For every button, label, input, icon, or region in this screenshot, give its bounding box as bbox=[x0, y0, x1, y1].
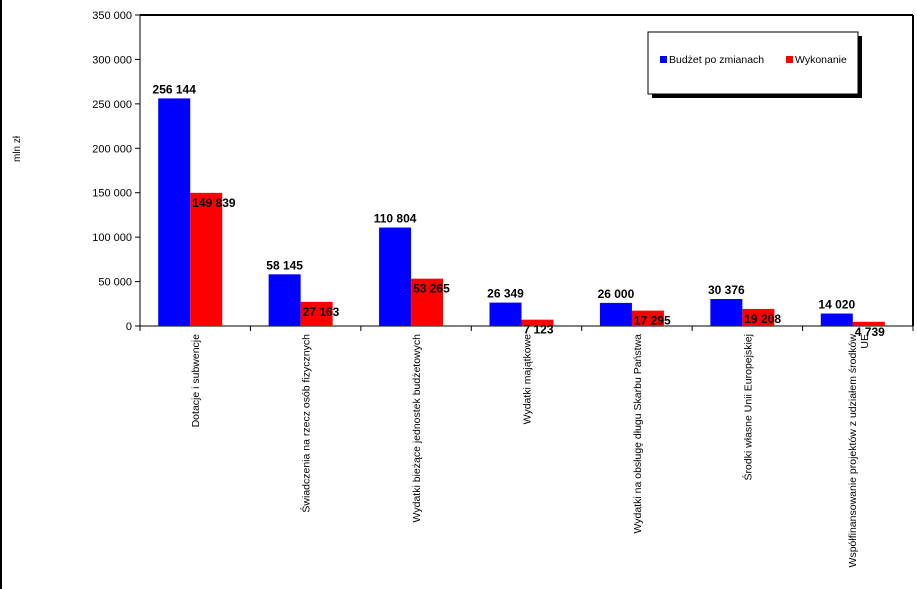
bar-wykonanie bbox=[411, 278, 444, 326]
data-label: 58 145 bbox=[266, 258, 303, 272]
x-category-label: Środki własne Unii Europejskiej bbox=[741, 334, 754, 480]
bar-wykonanie bbox=[742, 308, 775, 326]
y-tick-label: 200 000 bbox=[92, 143, 132, 155]
x-category-label: UE bbox=[859, 334, 871, 349]
bar-wykonanie bbox=[190, 192, 223, 326]
bar-budzet bbox=[158, 98, 191, 326]
data-label: 26 349 bbox=[487, 287, 524, 301]
x-category-label: Dotacje i subwencje bbox=[190, 334, 202, 428]
data-label: 110 804 bbox=[374, 212, 417, 226]
y-tick-label: 250 000 bbox=[92, 99, 132, 111]
data-label: 53 265 bbox=[413, 282, 450, 296]
data-label: 256 144 bbox=[153, 82, 197, 96]
data-label: 27 163 bbox=[303, 305, 340, 319]
y-tick-label: 100 000 bbox=[92, 232, 132, 244]
bar-budzet bbox=[268, 274, 301, 326]
bar-wykonanie bbox=[631, 310, 664, 326]
legend-swatch bbox=[660, 56, 667, 63]
x-category-label: Wydatki bieżące jednostek budżetowych bbox=[411, 334, 423, 523]
legend-box bbox=[647, 31, 859, 95]
bar-budzet bbox=[820, 313, 853, 326]
legend-label: Budżet po zmianach bbox=[669, 54, 764, 66]
data-label: 26 000 bbox=[598, 287, 635, 301]
bar-wykonanie bbox=[300, 301, 333, 326]
data-label: 19 208 bbox=[744, 312, 781, 326]
data-label: 149 839 bbox=[192, 196, 236, 210]
bar-budzet bbox=[489, 302, 522, 326]
bar-wykonanie bbox=[521, 319, 554, 326]
x-category-label: Wydatki na obsługę długu Skarbu Państwa bbox=[632, 334, 644, 534]
y-tick-label: 300 000 bbox=[92, 54, 132, 66]
legend-swatch bbox=[786, 56, 793, 63]
x-category-label: Świadczenia na rzecz osób fizycznych bbox=[300, 334, 313, 513]
y-tick-label: 350 000 bbox=[92, 10, 132, 22]
bar-budzet bbox=[710, 299, 743, 326]
y-tick-label: 0 bbox=[126, 321, 132, 333]
x-category-label: Współfinansowanie projektów z udziałem ś… bbox=[847, 334, 859, 568]
y-tick-label: 150 000 bbox=[92, 188, 132, 200]
bar-budzet bbox=[379, 227, 412, 326]
data-label: 30 376 bbox=[708, 283, 745, 297]
bar-budzet bbox=[599, 302, 632, 326]
left-border-line bbox=[0, 0, 2, 589]
y-tick-label: 50 000 bbox=[98, 277, 132, 289]
data-label: 7 123 bbox=[524, 323, 554, 337]
bar-wykonanie bbox=[852, 321, 885, 326]
data-label: 14 020 bbox=[818, 298, 855, 312]
data-label: 17 295 bbox=[634, 314, 671, 328]
data-label: 4 739 bbox=[855, 325, 885, 339]
legend-label: Wykonanie bbox=[795, 54, 847, 66]
x-category-label: Wydatki majątkowe bbox=[522, 334, 534, 425]
